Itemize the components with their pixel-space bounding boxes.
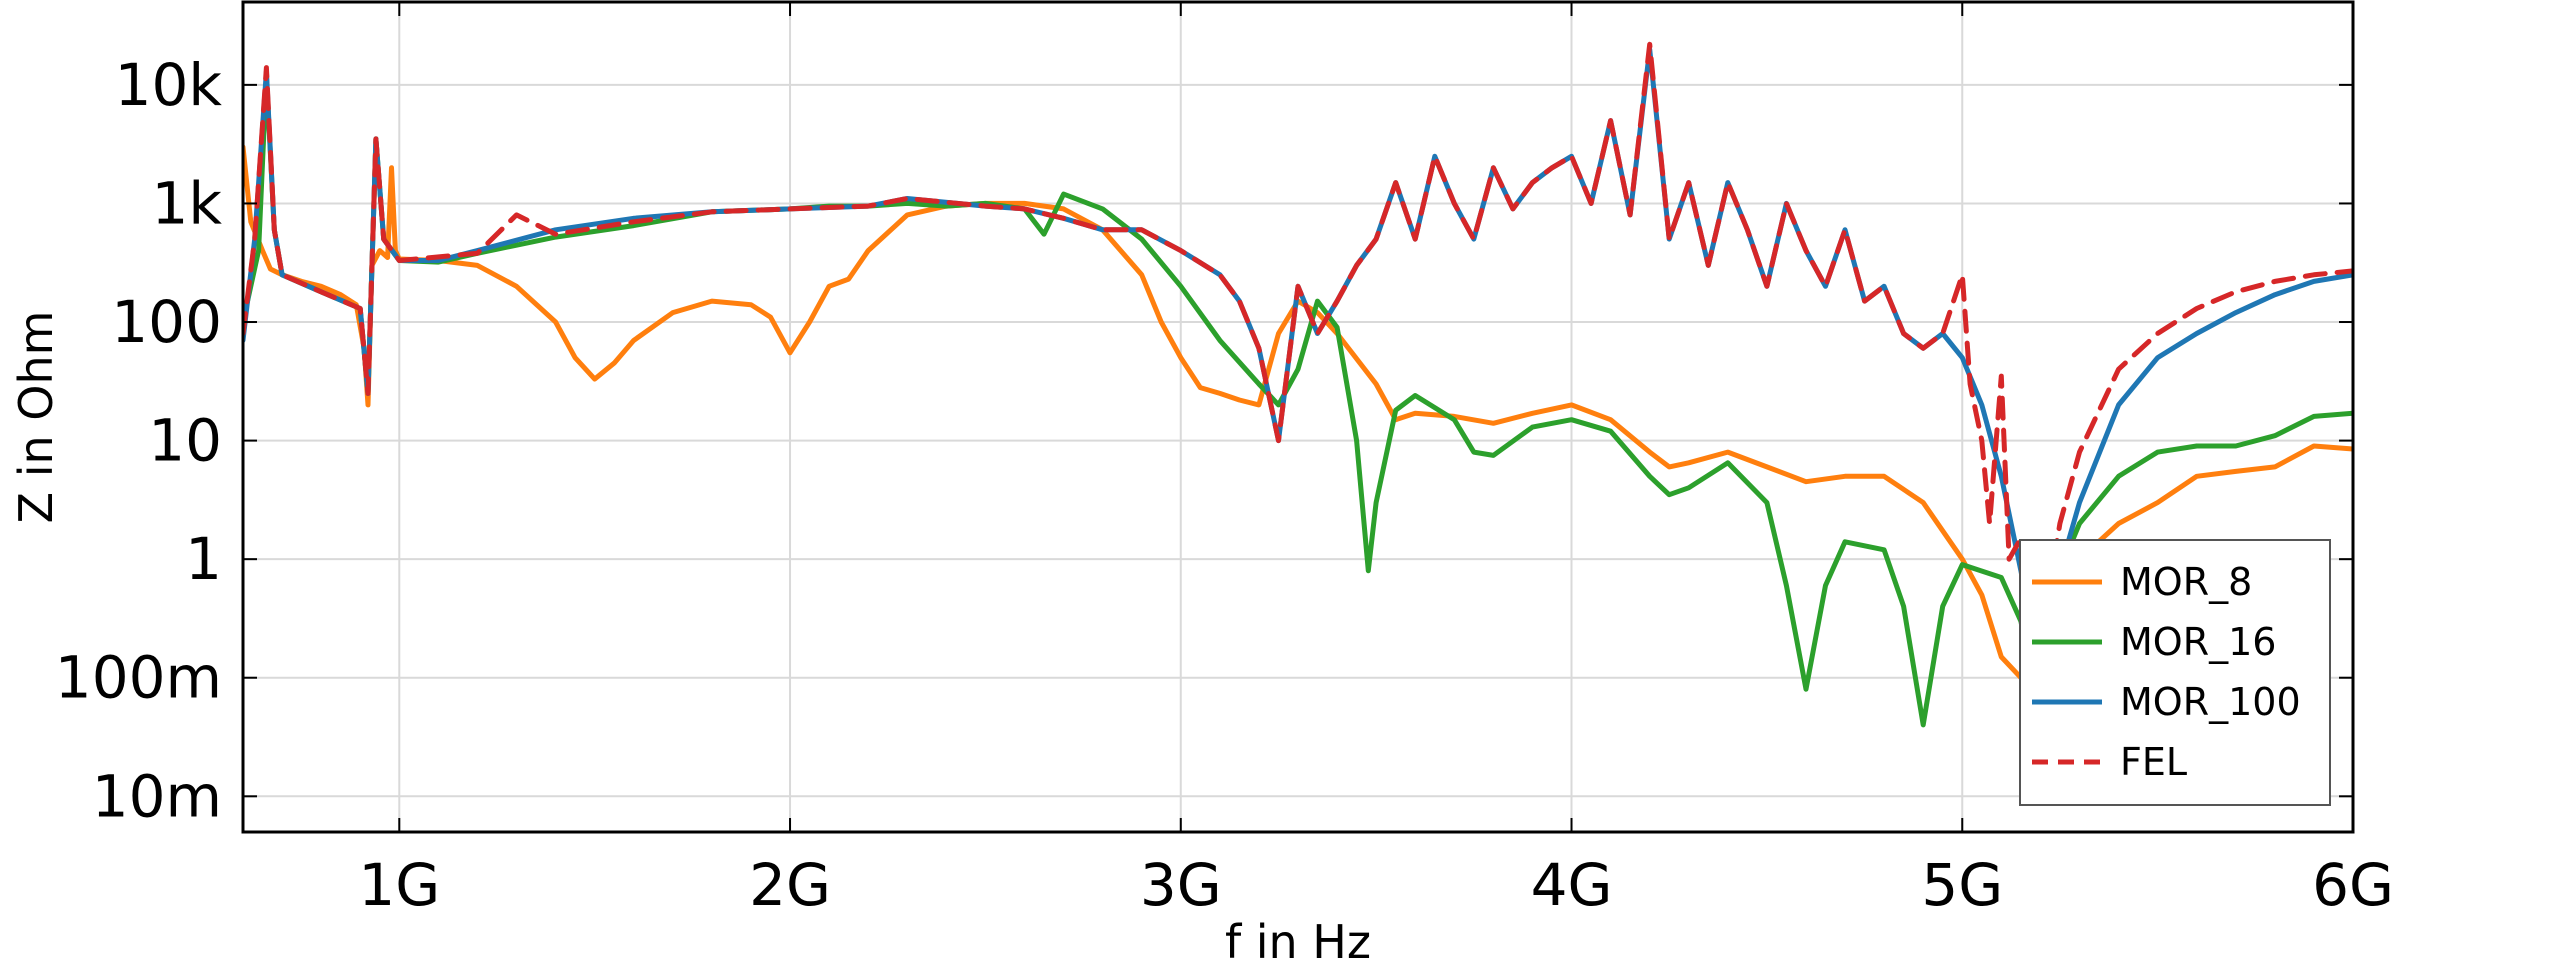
- x-tick-labels: 1G 2G 3G 4G 5G 6G: [358, 851, 2394, 919]
- plot-frame: [241, 0, 2355, 834]
- x-tick-label: 6G: [2312, 851, 2394, 919]
- y-tick-label: 1: [185, 525, 222, 593]
- y-tick-label: 100m: [55, 644, 222, 712]
- legend-label: MOR_100: [2120, 680, 2301, 724]
- series-line-mor-8: [243, 144, 2353, 778]
- series-line-mor-100: [243, 46, 2353, 716]
- x-tick-label: 4G: [1531, 851, 1613, 919]
- x-tick-label: 2G: [749, 851, 831, 919]
- series-line-fel: [243, 41, 2353, 598]
- x-axis-label: f in Hz: [1225, 915, 1371, 960]
- y-axis-label: Z in Ohm: [9, 311, 63, 524]
- y-tick-label: 10k: [115, 51, 223, 119]
- y-tick-label: 1k: [152, 169, 223, 237]
- legend: MOR_8 MOR_16 MOR_100 FEL: [2019, 539, 2331, 806]
- legend-label: MOR_16: [2120, 620, 2276, 664]
- y-tick-label: 10: [148, 407, 222, 475]
- y-tick-labels: 10m 100m 1 10 100 1k 10k: [55, 51, 223, 830]
- axis-ticks: [243, 2, 2354, 832]
- legend-label: FEL: [2120, 740, 2187, 784]
- x-tick-label: 1G: [358, 851, 440, 919]
- x-tick-label: 3G: [1140, 851, 1222, 919]
- y-tick-label: 100: [111, 288, 222, 356]
- y-tick-label: 10m: [92, 762, 222, 830]
- legend-label: MOR_8: [2120, 560, 2252, 604]
- x-tick-label: 5G: [1921, 851, 2003, 919]
- series-group: [243, 41, 2353, 778]
